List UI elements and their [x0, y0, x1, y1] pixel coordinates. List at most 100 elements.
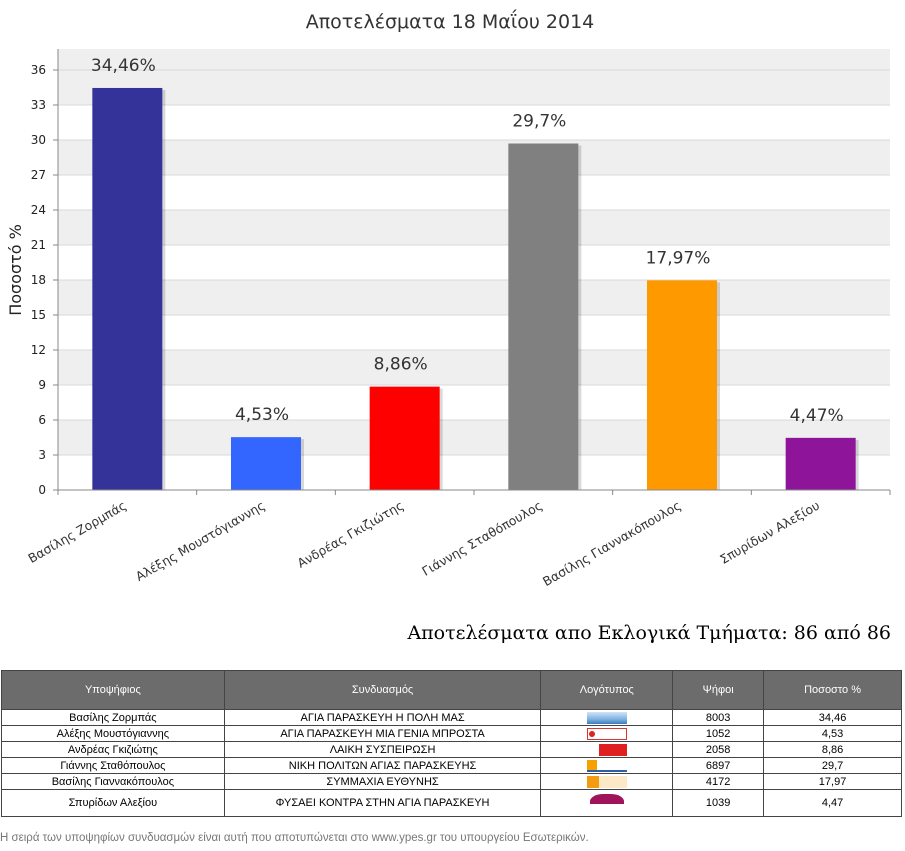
y-tick-label: 6	[38, 413, 46, 427]
logo-cell	[540, 725, 674, 742]
party-logo-icon	[589, 794, 624, 812]
y-tick-label: 0	[38, 483, 46, 497]
y-tick-label: 21	[31, 238, 46, 252]
bar	[785, 437, 856, 490]
y-tick-label: 3	[38, 448, 46, 462]
candidate-cell: Ανδρέας Γκιζιώτης	[1, 741, 225, 758]
votes-cell: 8003	[672, 709, 765, 726]
y-tick-label: 33	[31, 98, 46, 112]
grid-band	[58, 455, 890, 490]
candidate-cell: Αλέξης Μουστόγιαννης	[1, 725, 225, 742]
grid-band	[58, 315, 890, 350]
percent-cell: 8,86	[763, 741, 902, 758]
logo-cell	[540, 789, 674, 817]
x-tick-label: Σπυρίδων Αλεξίου	[717, 498, 822, 567]
grid-bands	[58, 49, 890, 490]
chart-title: Αποτελέσματα 18 Μαΐου 2014	[306, 9, 595, 33]
header-logo: Λογότυπος	[540, 670, 674, 710]
y-tick-label: 27	[31, 168, 46, 182]
percent-cell: 34,46	[763, 709, 902, 726]
data-label: 29,7%	[512, 112, 566, 132]
x-axis-labels: Βασίλης Ζορμπάς Αλέξης Μουστόγιαννης Ανδρέ…	[25, 490, 891, 590]
grid-band	[58, 49, 890, 70]
data-label: 17,97%	[646, 248, 711, 268]
votes-cell: 2058	[672, 741, 765, 758]
header-candidate: Υποψήφιος	[1, 670, 225, 710]
y-tick-label: 36	[31, 63, 46, 77]
bar	[369, 386, 440, 490]
header-percent: Ποσοστο %	[763, 670, 902, 710]
data-label: 4,53%	[235, 405, 289, 425]
bar	[92, 87, 163, 490]
party-cell: ΑΓΙΑ ΠΑΡΑΣΚΕΥΗ Η ΠΟΛΗ ΜΑΣ	[223, 709, 542, 726]
votes-cell: 4172	[672, 773, 765, 790]
percent-cell: 4,53	[763, 725, 902, 742]
table-row: Ανδρέας Γκιζιώτης ΛΑΙΚΗ ΣΥΣΠΕΙΡΩΣΗ 2058 …	[1, 741, 902, 758]
grid-band	[58, 245, 890, 280]
table-row: Γιάννης Σταθόπουλος ΝΙΚΗ ΠΟΛΙΤΩΝ ΑΓΙΑΣ Π…	[1, 757, 902, 774]
table-row: Βασίλης Ζορμπάς ΑΓΙΑ ΠΑΡΑΣΚΕΥΗ Η ΠΟΛΗ ΜΑ…	[1, 709, 902, 726]
grid-band	[58, 210, 890, 245]
x-tick-label: Ανδρέας Γκιζιώτης	[295, 498, 407, 571]
table-row: Αλέξης Μουστόγιαννης ΑΓΙΑ ΠΑΡΑΣΚΕΥΗ ΜΙΑ …	[1, 725, 902, 742]
table-row: Βασίλης Γιαννακόπουλος ΣΥΜΜΑΧΙΑ ΕΥΘΥΝΗΣ …	[1, 773, 902, 790]
bar	[647, 280, 717, 490]
y-axis-title: Ποσοστό %	[6, 224, 25, 316]
data-labels: 34,46% 4,53% 8,86% 29,7% 17,97% 4,47%	[91, 56, 844, 426]
results-table: Υποψήφιος Συνδυασμός Λογότυπος Ψήφοι Ποσ…	[1, 670, 902, 817]
bar	[231, 437, 301, 490]
votes-cell: 1039	[672, 789, 765, 817]
party-logo-icon	[586, 775, 627, 788]
table-row: Σπυρίδων Αλεξίου ΦΥΣΑΕΙ ΚΟΝΤΡΑ ΣΤΗΝ ΑΓΙΑ…	[1, 789, 902, 817]
grid-band	[58, 140, 890, 175]
data-label: 34,46%	[91, 56, 156, 76]
header-votes: Ψήφοι	[672, 670, 765, 710]
percent-cell: 29,7	[763, 757, 902, 774]
data-label: 8,86%	[374, 355, 428, 375]
logo-cell	[540, 741, 674, 758]
data-label: 4,47%	[790, 406, 844, 426]
x-tick-label: Γιάννης Σταθόπουλος	[419, 498, 545, 579]
candidate-cell: Σπυρίδων Αλεξίου	[1, 789, 225, 817]
grid-band	[58, 420, 890, 455]
x-tick-label: Αλέξης Μουστόγιαννης	[133, 498, 268, 584]
candidate-cell: Βασίλης Ζορμπάς	[1, 709, 225, 726]
percent-cell: 17,97	[763, 773, 902, 790]
y-tick-label: 9	[38, 378, 46, 392]
party-cell: ΣΥΜΜΑΧΙΑ ΕΥΘΥΝΗΣ	[223, 773, 542, 790]
logo-cell	[540, 709, 674, 726]
grid-band	[58, 70, 890, 105]
bars	[92, 87, 859, 490]
votes-cell: 1052	[672, 725, 765, 742]
grid-band	[58, 385, 890, 420]
party-cell: ΦΥΣΑΕΙ ΚΟΝΤΡΑ ΣΤΗΝ ΑΓΙΑ ΠΑΡΑΣΚΕΥΗ	[223, 789, 542, 817]
percent-cell: 4,47	[763, 789, 902, 817]
party-logo-icon	[586, 727, 627, 740]
y-tick-label: 12	[31, 343, 46, 357]
x-tick-label: Βασίλης Ζορμπάς	[25, 498, 128, 566]
y-tick-label: 24	[31, 203, 46, 217]
grid-lines	[53, 69, 890, 491]
votes-cell: 6897	[672, 757, 765, 774]
bar	[508, 143, 579, 490]
results-subtitle: Αποτελέσματα απο Εκλογικά Τμήματα: 86 απ…	[407, 622, 891, 644]
party-cell: ΑΓΙΑ ΠΑΡΑΣΚΕΥΗ ΜΙΑ ΓΕΝΙΑ ΜΠΡΟΣΤΑ	[223, 725, 542, 742]
x-tick-label: Βασίλης Γιαννακόπουλος	[540, 498, 684, 590]
y-tick-label: 15	[31, 308, 46, 322]
footnote: Η σειρά των υποψηφίων συνδυασμών είναι α…	[0, 832, 589, 844]
party-logo-icon	[586, 759, 627, 772]
grid-band	[58, 280, 890, 315]
party-logo-icon	[586, 743, 627, 756]
logo-cell	[540, 773, 674, 790]
party-logo-icon	[586, 711, 627, 724]
party-cell: ΛΑΙΚΗ ΣΥΣΠΕΙΡΩΣΗ	[223, 741, 542, 758]
header-party: Συνδυασμός	[223, 670, 542, 710]
y-tick-label: 30	[31, 133, 46, 147]
grid-band	[58, 105, 890, 140]
candidate-cell: Βασίλης Γιαννακόπουλος	[1, 773, 225, 790]
table-header-row: Υποψήφιος Συνδυασμός Λογότυπος Ψήφοι Ποσ…	[1, 670, 902, 710]
y-tick-label: 18	[31, 273, 46, 287]
grid-band	[58, 350, 890, 385]
